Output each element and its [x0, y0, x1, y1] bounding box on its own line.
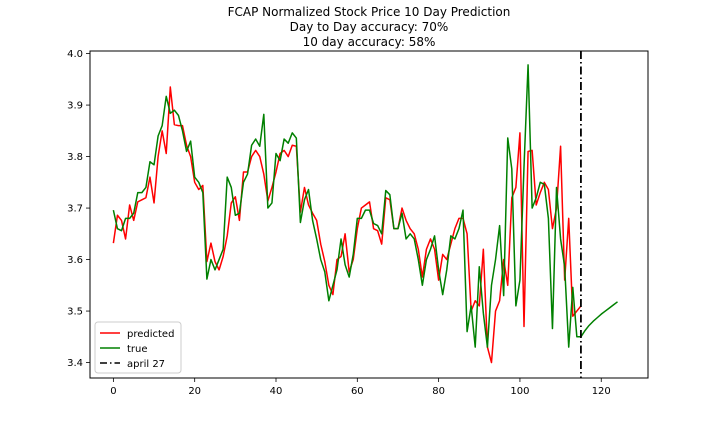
- y-tick-label: 4.0: [67, 49, 83, 60]
- chart-subtitle-line-2: 10 day accuracy: 58%: [303, 35, 436, 49]
- plot-series: [112, 51, 618, 378]
- y-tick-label: 3.5: [67, 307, 83, 318]
- chart-title: FCAP Normalized Stock Price 10 Day Predi…: [228, 5, 511, 19]
- legend: predicted true april 27: [94, 321, 182, 374]
- x-axis: 0 20 40 60 80 100 120: [110, 378, 611, 397]
- x-tick-label: 40: [270, 386, 283, 397]
- y-axis: 3.4 3.5 3.6 3.7 3.8 3.9 4.0: [67, 49, 90, 369]
- legend-label-true: true: [127, 344, 148, 355]
- chart-subtitle-line-1: Day to Day accuracy: 70%: [290, 20, 449, 34]
- y-tick-label: 3.8: [67, 152, 83, 163]
- y-tick-label: 3.7: [67, 204, 83, 215]
- legend-label-april-27: april 27: [127, 359, 165, 370]
- legend-label-predicted: predicted: [127, 329, 174, 340]
- x-tick-label: 120: [592, 386, 611, 397]
- y-tick-label: 3.4: [67, 358, 83, 369]
- plot-frame: [89, 50, 649, 379]
- x-tick-label: 0: [110, 386, 116, 397]
- legend-box: [94, 321, 182, 374]
- x-tick-label: 80: [432, 386, 445, 397]
- y-tick-label: 3.6: [67, 255, 83, 266]
- series-line-predicted: [112, 86, 582, 364]
- x-tick-label: 60: [351, 386, 364, 397]
- y-tick-label: 3.9: [67, 101, 83, 112]
- x-tick-label: 20: [188, 386, 201, 397]
- series-line-true: [112, 64, 618, 348]
- x-tick-label: 100: [510, 386, 529, 397]
